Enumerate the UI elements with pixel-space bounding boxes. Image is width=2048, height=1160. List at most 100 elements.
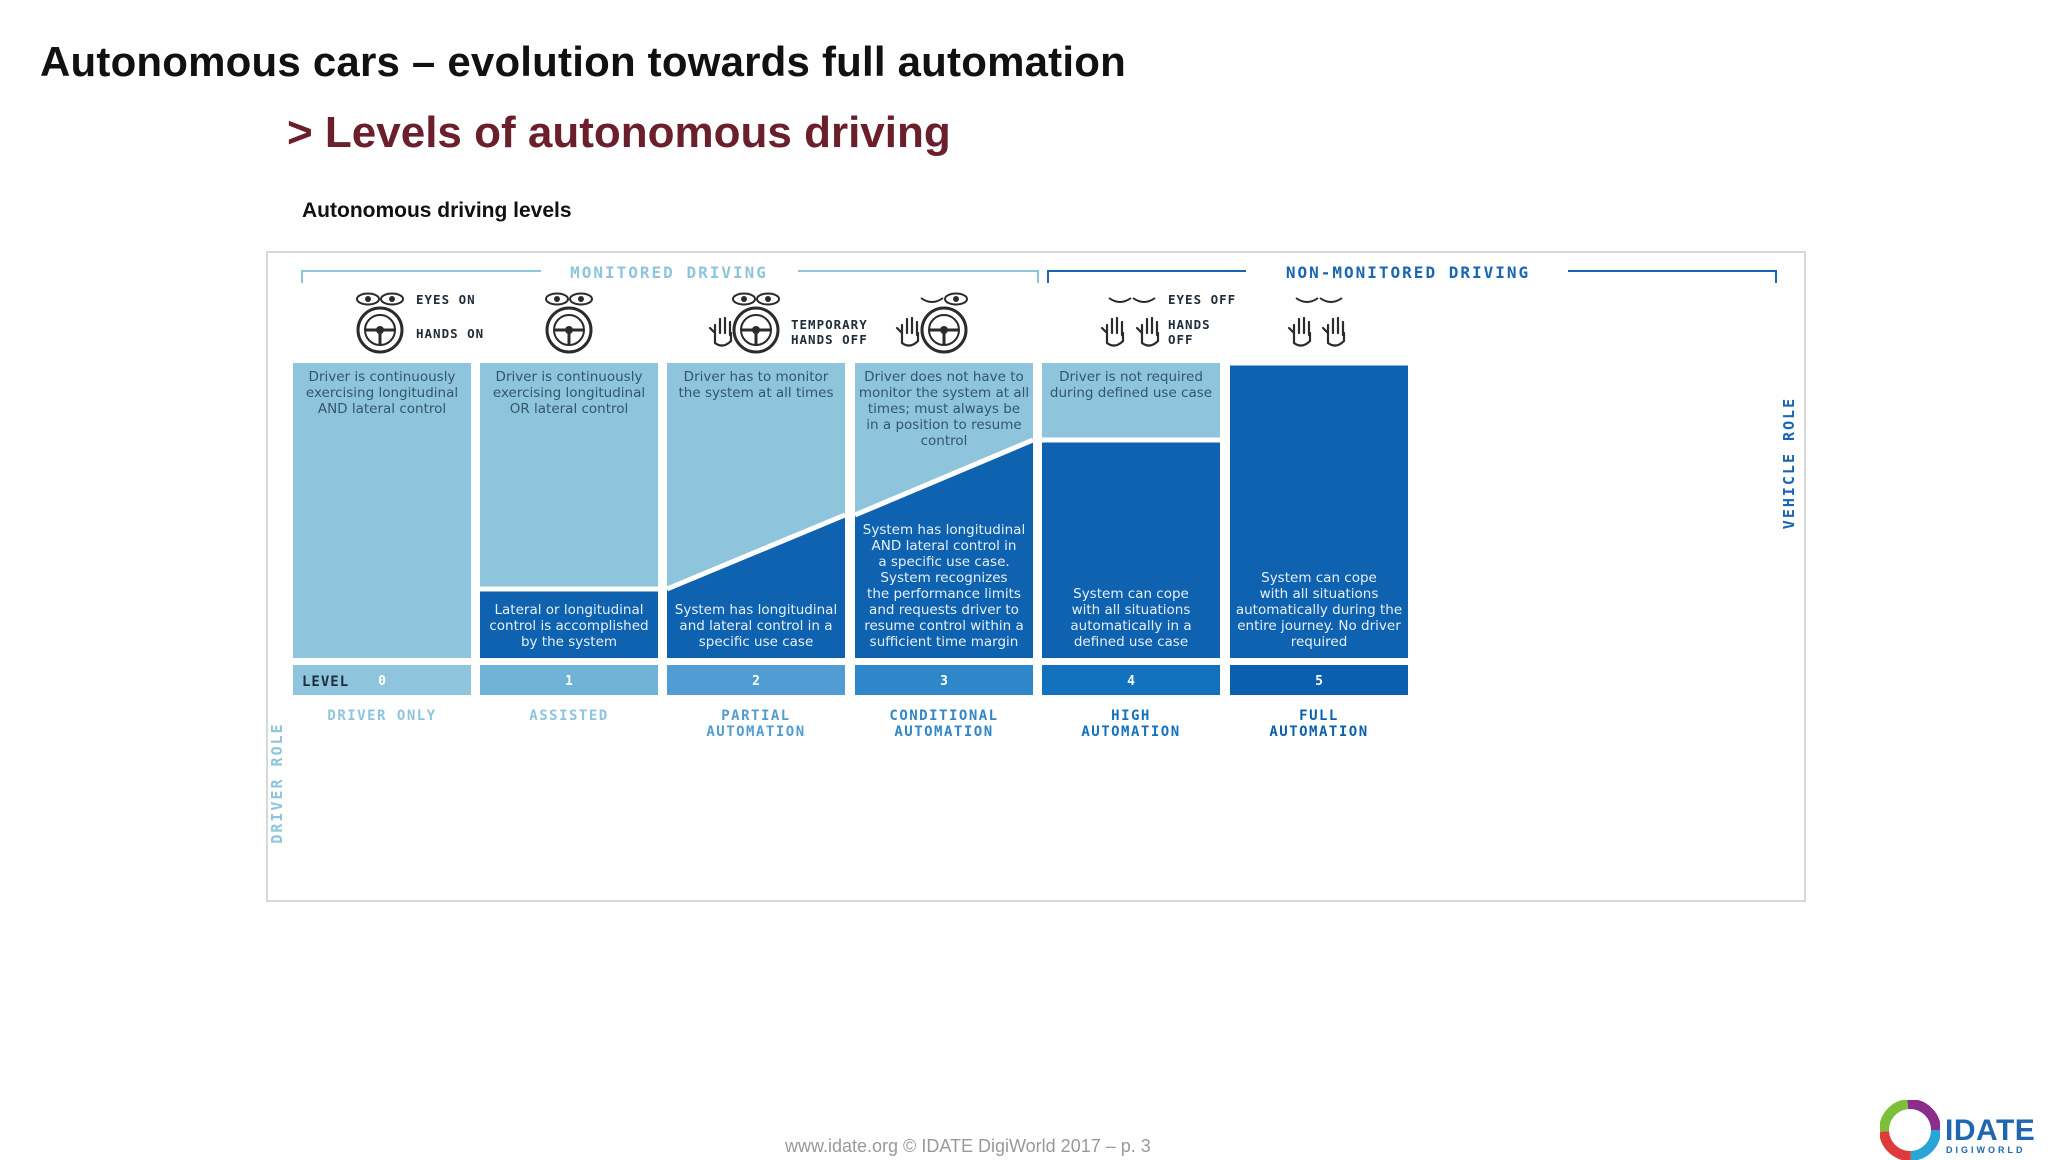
- driver-role-area: [293, 363, 471, 658]
- driver-role-axis-label: DRIVER ROLE: [268, 722, 286, 843]
- system-description-line: and requests driver to: [869, 602, 1019, 618]
- logo-tagline: DIGIWORLD: [1946, 1145, 2026, 1155]
- eye-icon: [569, 292, 593, 306]
- level-number: 4: [1127, 674, 1135, 689]
- eye-icon: [944, 292, 968, 306]
- icon-caption: TEMPORARY: [791, 317, 868, 332]
- monitored-driving-label: MONITORED DRIVING: [570, 263, 768, 282]
- idate-logo-icon: [1880, 1100, 1940, 1160]
- role-divider: [666, 512, 846, 592]
- level-number: 0: [378, 674, 386, 689]
- level-number: 2: [752, 674, 760, 689]
- system-description-line: automatically in a: [1070, 618, 1191, 634]
- closed-eye-icon: [1319, 297, 1343, 303]
- system-description-line: AND lateral control in: [872, 538, 1017, 554]
- level-number: 1: [565, 674, 573, 689]
- system-description-line: automatically during the: [1236, 602, 1402, 618]
- closed-eye-icon: [920, 297, 944, 303]
- level-2-name: AUTOMATION: [706, 724, 805, 740]
- closed-eye-icon: [1295, 297, 1319, 303]
- level-number: 3: [940, 674, 948, 689]
- level-4-cell: [1042, 665, 1220, 695]
- level-3-name: AUTOMATION: [894, 724, 993, 740]
- non-monitored-bracket: NON-MONITORED DRIVING: [1047, 263, 1777, 283]
- eye-icon: [545, 292, 569, 306]
- level-1-cell: [480, 665, 658, 695]
- driver-description-line: during defined use case: [1050, 385, 1212, 401]
- system-description-line: required: [1291, 634, 1348, 650]
- driver-description-line: Driver is continuously: [309, 369, 456, 385]
- system-description-line: System has longitudinal: [675, 602, 837, 618]
- figure-caption: Autonomous driving levels: [302, 199, 572, 222]
- driver-description-line: control: [921, 433, 968, 449]
- driver-description-line: exercising longitudinal: [306, 385, 458, 401]
- hand-icon: [1100, 316, 1125, 347]
- closed-eye-icon: [1132, 297, 1156, 303]
- system-description-line: System recognizes: [880, 570, 1007, 586]
- vehicle-role-area: [1042, 440, 1220, 658]
- levels-diagram-svg: MONITORED DRIVING NON-MONITORED DRIVING …: [268, 263, 1798, 844]
- icon-caption: HANDS: [1168, 317, 1211, 332]
- level-number: 5: [1315, 674, 1323, 689]
- hand-icon: [708, 316, 733, 347]
- eye-icon: [380, 292, 404, 306]
- driver-description-line: the system at all times: [679, 385, 834, 401]
- driver-description-line: AND lateral control: [318, 401, 446, 417]
- system-description-line: Lateral or longitudinal: [495, 602, 644, 618]
- eye-icon: [732, 292, 756, 306]
- vehicle-role-axis-label: VEHICLE ROLE: [1780, 397, 1798, 529]
- level-0-name: DRIVER ONLY: [327, 708, 436, 724]
- steering-wheel-icon: [732, 306, 780, 354]
- system-description-line: specific use case: [699, 634, 814, 650]
- hand-icon: [1287, 316, 1312, 347]
- system-description-line: resume control within a: [864, 618, 1024, 634]
- driver-description-line: Driver is not required: [1059, 369, 1203, 385]
- driver-description-line: Driver does not have to: [864, 369, 1024, 385]
- system-description-line: System can cope: [1261, 570, 1377, 586]
- system-description-line: a specific use case.: [878, 554, 1009, 570]
- steering-wheel-icon: [545, 306, 593, 354]
- footer-text: www.idate.org © IDATE DigiWorld 2017 – p…: [785, 1136, 1151, 1156]
- system-description-line: sufficient time margin: [870, 634, 1019, 650]
- steering-wheel-icon: [356, 306, 404, 354]
- level-3-cell: [855, 665, 1033, 695]
- icon-caption: HANDS OFF: [791, 332, 868, 347]
- vehicle-role-area: [480, 589, 658, 658]
- system-description-line: System can cope: [1073, 586, 1189, 602]
- driver-description-line: times; must always be: [868, 401, 1020, 417]
- system-description-line: with all situations: [1072, 602, 1191, 618]
- vehicle-role-area: [667, 515, 845, 658]
- non-monitored-driving-label: NON-MONITORED DRIVING: [1286, 263, 1530, 282]
- level-2-cell: [667, 665, 845, 695]
- level-3-name: CONDITIONAL: [889, 708, 998, 724]
- driver-description-line: OR lateral control: [510, 401, 629, 417]
- driver-description-line: Driver has to monitor: [684, 369, 829, 385]
- icon-caption: EYES OFF: [1168, 292, 1236, 307]
- driver-description-line: Driver is continuously: [496, 369, 643, 385]
- system-description-line: System has longitudinal: [863, 522, 1025, 538]
- steering-wheel-icon: [920, 306, 968, 354]
- level-1-name: ASSISTED: [529, 708, 608, 724]
- hand-icon: [895, 316, 920, 347]
- eye-icon: [356, 292, 380, 306]
- vehicle-role-area: [855, 440, 1033, 658]
- system-description-line: control is accomplished: [489, 618, 648, 634]
- system-description-line: and lateral control in a: [679, 618, 832, 634]
- vehicle-role-area: [1230, 363, 1408, 658]
- logo-name: IDATE: [1945, 1114, 2036, 1147]
- level-4-name: AUTOMATION: [1081, 724, 1180, 740]
- level-4-name: HIGH: [1111, 708, 1151, 724]
- system-description-line: entire journey. No driver: [1237, 618, 1401, 634]
- icon-caption: OFF: [1168, 332, 1194, 347]
- icon-caption: HANDS ON: [416, 326, 484, 341]
- level-2-name: PARTIAL: [721, 708, 791, 724]
- driver-description-line: in a position to resume: [866, 417, 1021, 433]
- levels-diagram: MONITORED DRIVING NON-MONITORED DRIVING …: [266, 251, 1806, 902]
- eye-icon: [756, 292, 780, 306]
